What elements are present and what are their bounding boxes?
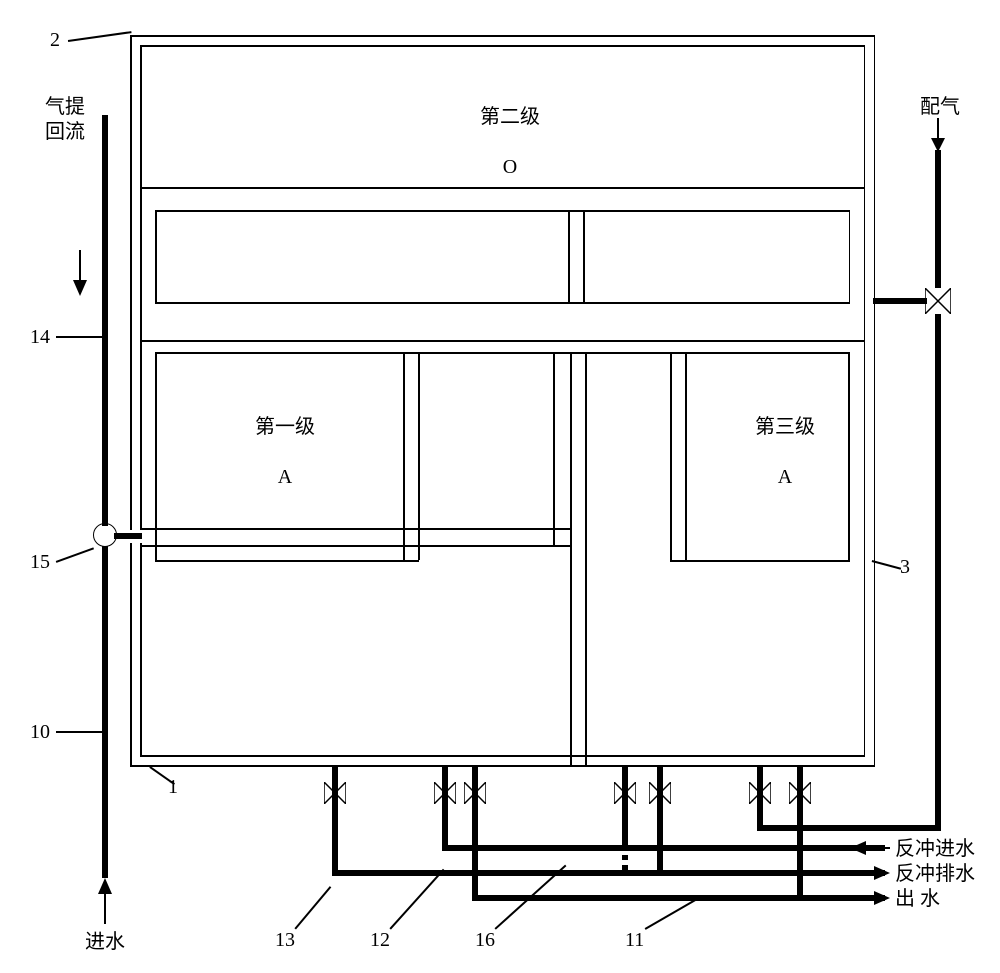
lchan-top [140,528,570,530]
ld-15 [56,547,94,562]
stage2-label: 第二级 O [410,80,590,205]
center-div2 [585,352,587,765]
s3-left [670,352,672,560]
tj-left [553,352,555,546]
outer-left [130,35,132,766]
influent-label: 进水 [85,930,125,955]
stub1 [332,765,338,870]
channel-top [155,210,850,212]
arrow-bw-in [850,838,890,863]
arrow-eff [850,888,890,913]
co-2: 2 [50,28,60,53]
outer-top [130,35,875,37]
valve-1 [324,782,346,809]
stub-right [114,533,142,539]
pipe-air-vert-bot [935,314,941,830]
valve-3 [464,782,486,809]
co-15: 15 [30,550,50,575]
stage1-label: 第一级 A [200,390,350,515]
co-11: 11 [625,928,644,953]
co-13: 13 [275,928,295,953]
stage3-label: 第三级 A [700,390,850,515]
tj-right [570,352,572,765]
pipe-influent-vert [102,548,108,878]
stub-down [102,546,108,556]
inner-bottom [140,755,865,757]
co-12: 12 [370,928,390,953]
channel-left [155,210,157,303]
arrow-influent-up [95,878,115,929]
ld-11 [645,898,698,929]
inner-top [140,45,865,47]
co-10: 10 [30,720,50,745]
s3-left2 [685,352,687,560]
valve-7 [789,782,811,809]
valve-4 [614,782,636,809]
channel-bottom [155,302,850,304]
valve-2 [434,782,456,809]
row2-top-b [155,352,850,354]
inner-right [864,45,866,756]
outer-bottom [130,765,875,767]
outer-right [874,35,876,766]
hdr-air [757,825,941,831]
stage3-l2: A [778,466,792,488]
hdr-bw-out [332,870,885,876]
hdr-bw-in [442,845,885,851]
inner-left [140,45,142,756]
s1-bottom [155,560,419,562]
ld-2 [68,31,132,41]
arrow-airlift-down [70,250,90,301]
air-label: 配气 [920,95,960,120]
stub5 [657,765,663,870]
stage1-l1: 第一级 [255,416,315,438]
ld-12 [389,869,444,929]
airlift-label: 气提 回流 [45,95,85,145]
ld-13 [294,886,331,929]
valve-5 [649,782,671,809]
arrow-air-down [928,118,948,157]
stage2-l1: 第二级 [480,106,540,128]
stage1-l2: A [278,466,292,488]
stage3-l1: 第三级 [755,416,815,438]
row2-top-a [140,340,865,342]
ld-3 [872,560,901,569]
channel-right [849,210,851,303]
stub-up [102,516,108,526]
hdr-eff [472,895,885,901]
co-14: 14 [30,325,50,350]
ld-14h [56,336,104,338]
co-16: 16 [475,928,495,953]
bw-in-label: 反冲进水 [895,837,975,862]
co-3: 3 [900,555,910,580]
pipe-airlift-vert [102,115,108,527]
pipe-air-branch [873,298,927,304]
arrow-bw-out [850,863,890,888]
channel-div-a [568,210,570,303]
stage2-l2: O [503,156,517,178]
pipe-air-vert-top [935,150,941,288]
ld-10 [56,731,104,733]
bw-out-label: 反冲排水 [895,862,975,887]
channel-div-b [583,210,585,303]
s3-bottom [670,560,850,562]
valve-6 [749,782,771,809]
eff-label: 出 水 [895,887,940,912]
lchan-bottom [140,545,570,547]
